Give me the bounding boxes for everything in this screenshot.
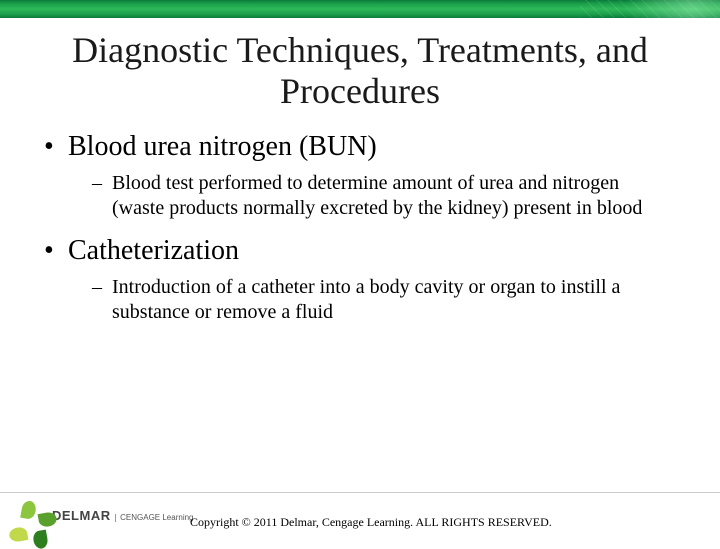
bullet-item: Catheterization — [44, 235, 692, 267]
publisher-logo: DELMAR CENGAGE Learning — [12, 500, 194, 534]
logo-subline: CENGAGE Learning — [115, 514, 193, 523]
logo-brand: DELMAR — [52, 508, 111, 523]
sub-bullet-item: Blood test performed to determine amount… — [92, 171, 692, 221]
bullet-label: Blood urea nitrogen (BUN) — [68, 131, 377, 162]
sub-bullet-item: Introduction of a catheter into a body c… — [92, 275, 692, 325]
slide-content: Blood urea nitrogen (BUN) Blood test per… — [0, 113, 720, 325]
slide-footer: DELMAR CENGAGE Learning Copyright © 2011… — [0, 492, 720, 540]
slide-title: Diagnostic Techniques, Treatments, and P… — [0, 30, 720, 113]
copyright-text: Copyright © 2011 Delmar, Cengage Learnin… — [190, 515, 552, 530]
bullet-item: Blood urea nitrogen (BUN) — [44, 131, 692, 163]
logo-mark-icon — [12, 500, 46, 534]
logo-text: DELMAR CENGAGE Learning — [52, 509, 194, 523]
header-decorative-band — [0, 0, 720, 18]
sub-bullet-text: Blood test performed to determine amount… — [112, 172, 642, 219]
sub-bullet-text: Introduction of a catheter into a body c… — [112, 276, 620, 323]
bullet-label: Catheterization — [68, 235, 239, 266]
